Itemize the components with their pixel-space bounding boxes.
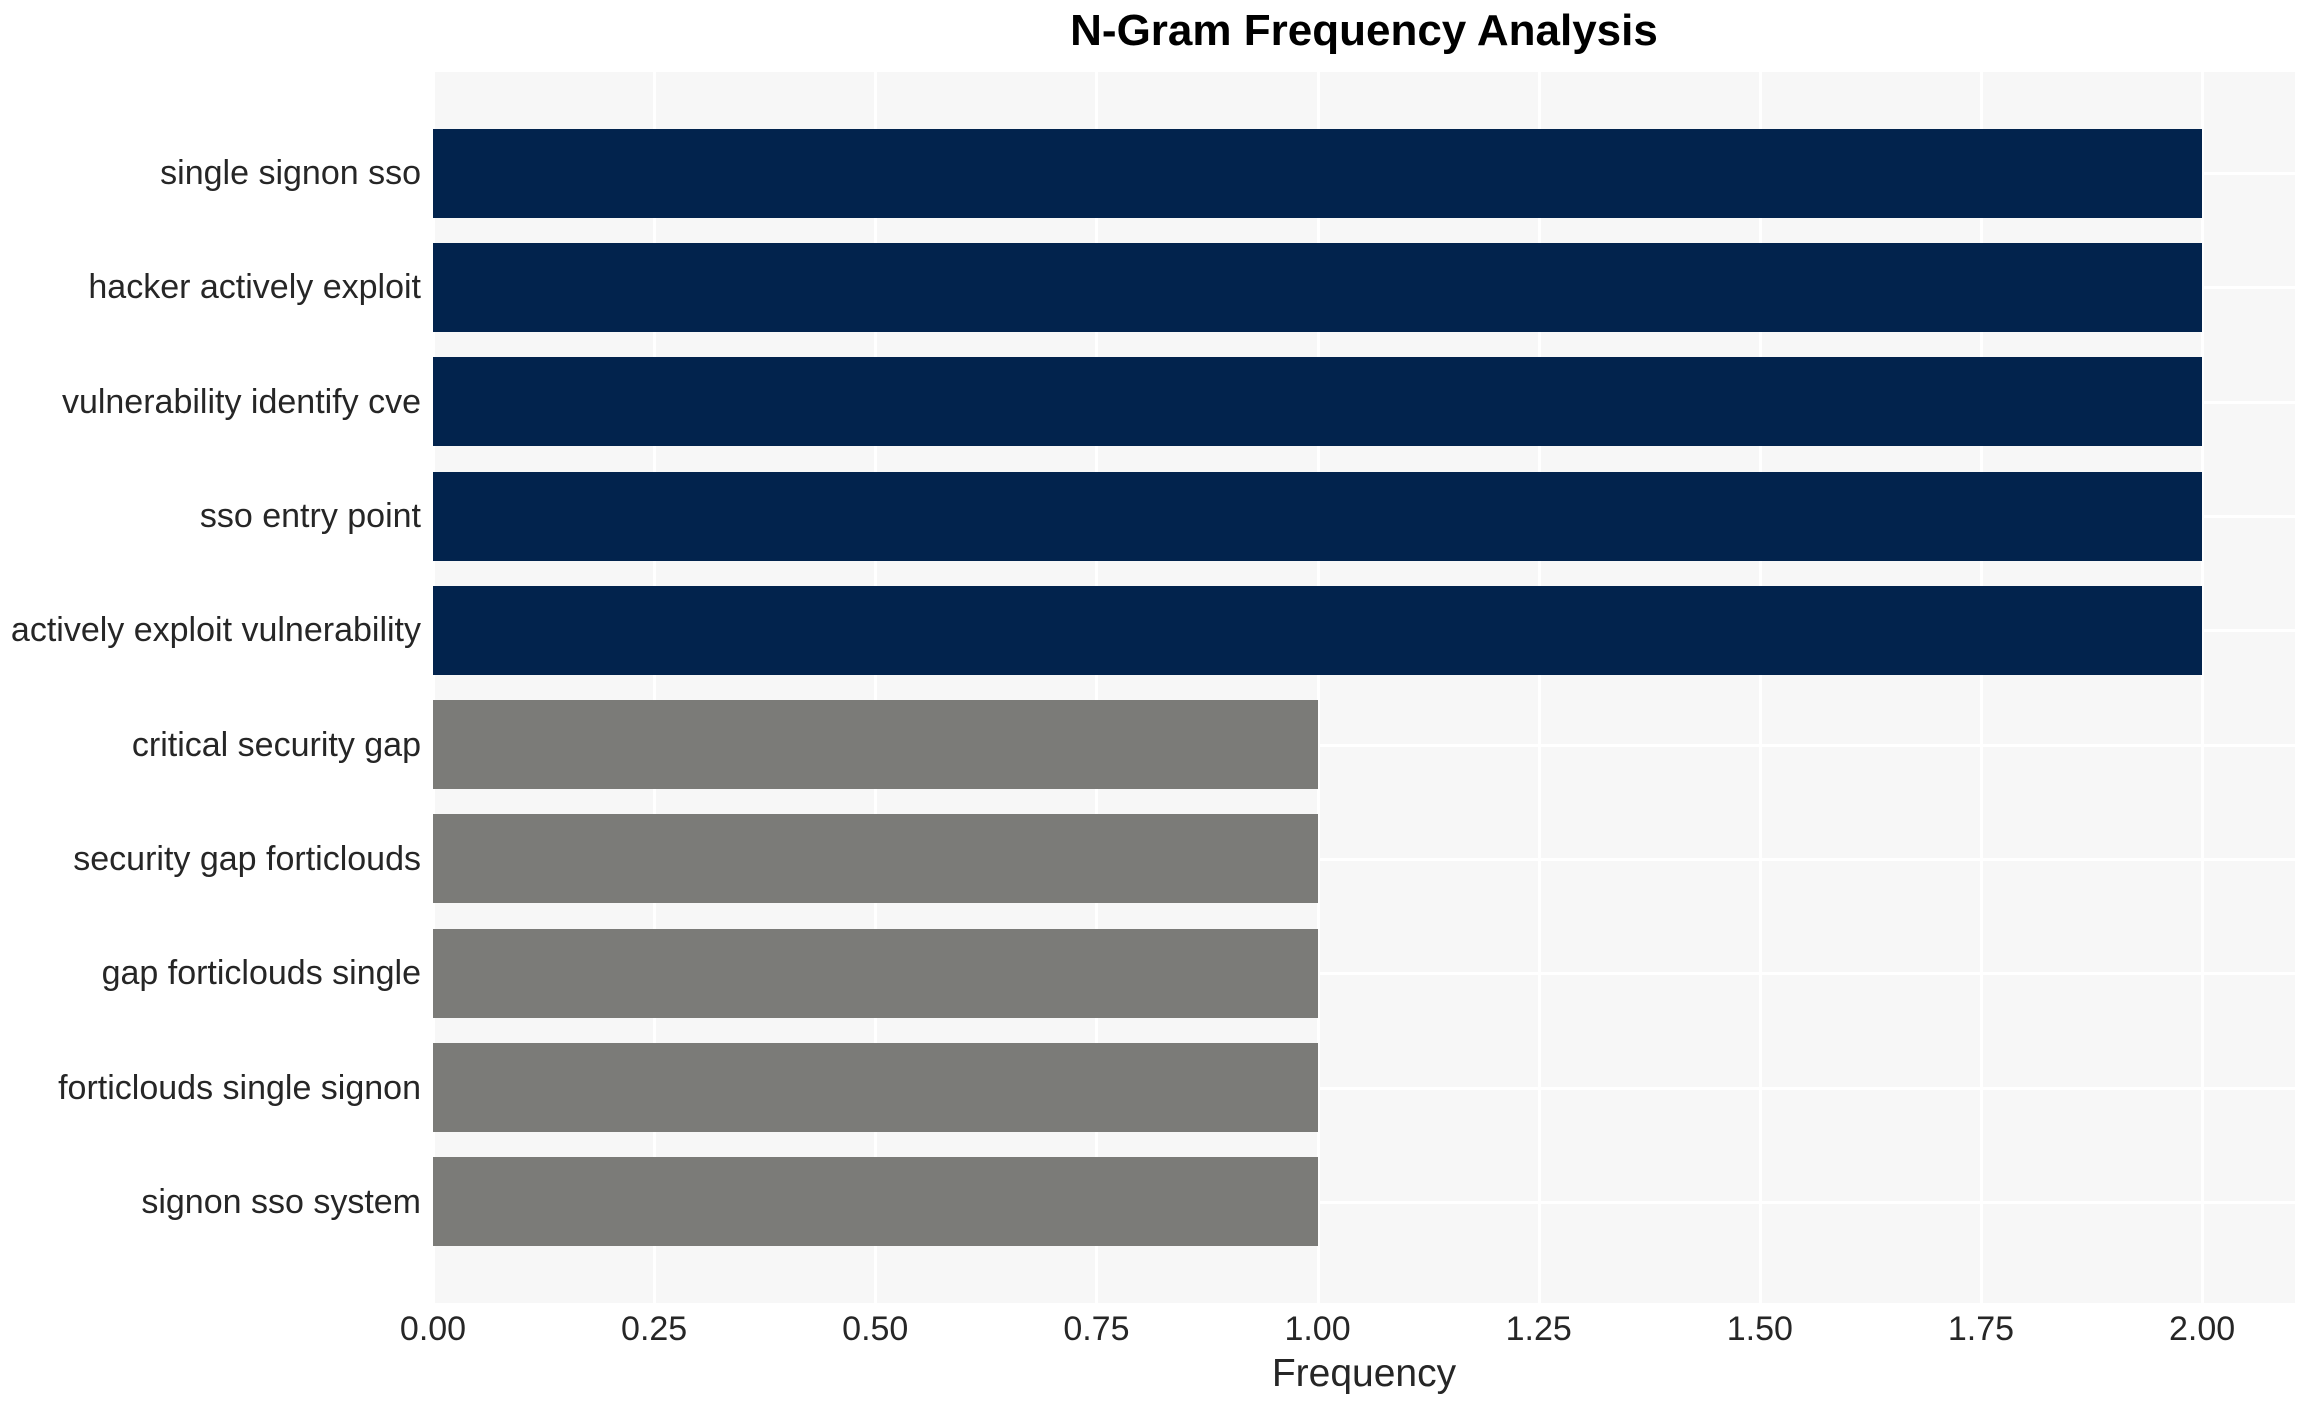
gridline-vertical bbox=[1316, 72, 1320, 1303]
y-tick-label: critical security gap bbox=[131, 725, 421, 764]
y-tick-label: vulnerability identify cve bbox=[61, 382, 421, 421]
x-tick-label: 1.50 bbox=[1726, 1310, 1793, 1348]
y-tick-label: forticlouds single signon bbox=[58, 1068, 421, 1107]
gridline-vertical bbox=[1979, 72, 1983, 1303]
y-tick-label: actively exploit vulnerability bbox=[10, 611, 421, 650]
bar bbox=[433, 242, 2203, 332]
x-tick-label: 2.00 bbox=[2169, 1310, 2236, 1348]
plot-area bbox=[433, 72, 2295, 1303]
gridline-vertical bbox=[2201, 72, 2205, 1303]
bar bbox=[433, 928, 1318, 1018]
gridline-vertical bbox=[1758, 72, 1762, 1303]
x-tick-label: 0.50 bbox=[842, 1310, 909, 1348]
chart-title: N-Gram Frequency Analysis bbox=[1070, 6, 1658, 55]
y-tick-label: sso entry point bbox=[199, 497, 421, 536]
gridline-vertical bbox=[1095, 72, 1099, 1303]
gridline-horizontal bbox=[433, 1200, 2295, 1204]
gridline-horizontal bbox=[433, 1086, 2295, 1090]
bar bbox=[433, 471, 2203, 561]
gridline-vertical bbox=[874, 72, 878, 1303]
bar bbox=[433, 1043, 1318, 1133]
bar bbox=[433, 128, 2203, 218]
bar bbox=[433, 1157, 1318, 1247]
y-tick-label: hacker actively exploit bbox=[88, 268, 421, 307]
bar bbox=[433, 585, 2203, 675]
gridline-horizontal bbox=[433, 857, 2295, 861]
gridline-horizontal bbox=[433, 743, 2295, 747]
x-axis-ticks: 0.00 0.25 0.50 0.75 1.00 1.25 1.50 1.75 2.00 bbox=[400, 1310, 2295, 1352]
bar bbox=[433, 814, 1318, 904]
gridline-vertical bbox=[1537, 72, 1541, 1303]
x-tick-label: 0.75 bbox=[1063, 1310, 1130, 1348]
x-axis-title: Frequency bbox=[1271, 1352, 1457, 1395]
x-tick-label: 0.25 bbox=[621, 1310, 688, 1348]
gridline-horizontal bbox=[433, 972, 2295, 976]
x-tick-label: 1.00 bbox=[1284, 1310, 1351, 1348]
bar bbox=[433, 700, 1318, 790]
y-tick-label: security gap forticlouds bbox=[73, 839, 421, 878]
x-tick-label: 0.00 bbox=[399, 1310, 467, 1348]
gridline-vertical bbox=[653, 72, 657, 1303]
y-tick-label: single signon sso bbox=[160, 154, 421, 193]
y-tick-label: gap forticlouds single bbox=[101, 954, 421, 993]
gridline-vertical bbox=[433, 72, 435, 1303]
x-tick-label: 1.25 bbox=[1505, 1310, 1572, 1348]
x-tick-label: 1.75 bbox=[1947, 1310, 2015, 1348]
bar bbox=[433, 357, 2203, 447]
y-axis-labels: single signon sso hacker actively exploit… bbox=[0, 72, 421, 1303]
y-tick-label: signon sso system bbox=[141, 1182, 421, 1221]
